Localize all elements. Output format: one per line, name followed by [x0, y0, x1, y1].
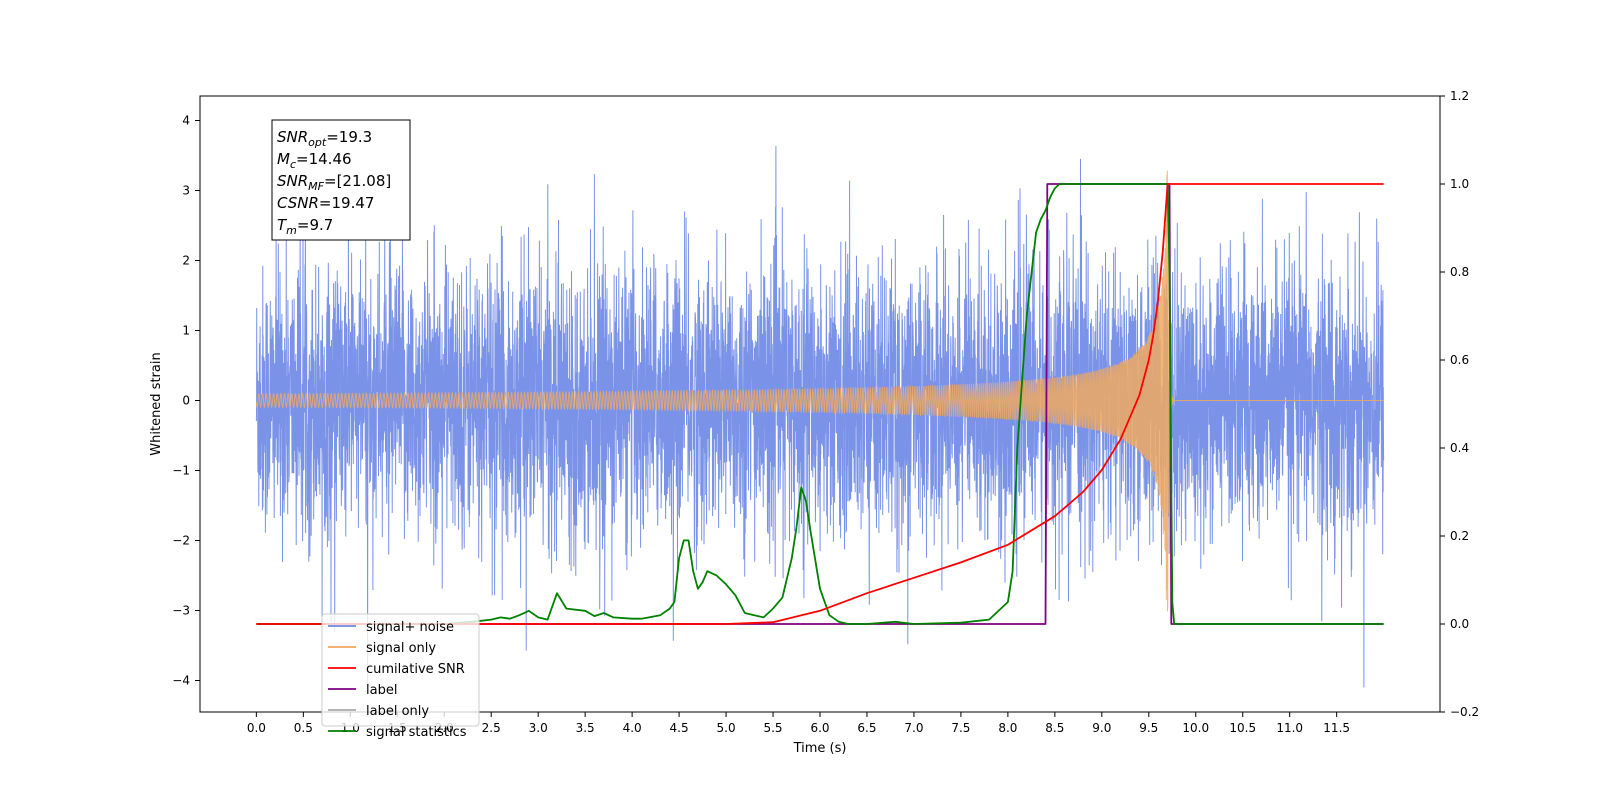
series-signal-only — [255, 170, 1384, 612]
y2-tick-label: 0.2 — [1450, 529, 1469, 543]
x-tick-label: 11.0 — [1276, 721, 1303, 735]
x-tick-label: 11.5 — [1323, 721, 1350, 735]
annotation-value: =14.46 — [296, 150, 352, 168]
x-tick-label: 5.0 — [717, 721, 736, 735]
annotation-subscript: m — [286, 224, 297, 237]
legend-frame — [321, 613, 480, 727]
annotation-value: =9.7 — [297, 216, 333, 234]
y-tick-label: −1 — [172, 464, 190, 478]
y-axis-label: Whitened strain — [149, 352, 164, 455]
stats-annotation-box: SNRopt=19.3Mc=14.46SNRMF=[21.08]CSNR=19.… — [271, 119, 411, 241]
annotation-subscript: MF — [308, 180, 324, 193]
x-tick-label: 4.0 — [623, 721, 642, 735]
annotation-line: SNRMF=[21.08] — [277, 172, 391, 193]
y2-tick-label: 0.8 — [1450, 265, 1469, 279]
x-tick-label: 0.0 — [247, 721, 266, 735]
annotation-symbol: SNR — [277, 172, 308, 190]
x-tick-label: 8.0 — [998, 721, 1017, 735]
annotation-value: =[21.08] — [324, 172, 391, 190]
x-tick-label: 0.5 — [294, 721, 313, 735]
x-tick-label: 10.5 — [1229, 721, 1256, 735]
x-tick-label: 3.0 — [529, 721, 548, 735]
legend-entry: cumilative SNR — [366, 662, 465, 677]
y-tick-label: −2 — [172, 534, 190, 548]
annotation-symbol: M — [277, 150, 290, 168]
legend-entry: label — [366, 683, 397, 698]
y2-tick-label: 1.2 — [1450, 89, 1469, 103]
x-tick-label: 8.5 — [1045, 721, 1064, 735]
y-tick-label: −3 — [172, 604, 190, 618]
annotation-value: =19.3 — [326, 128, 372, 146]
legend: signal+ noise signal only cumilative SNR la… — [321, 613, 480, 740]
annotation-line: SNRopt=19.3 — [277, 128, 372, 149]
y-tick-label: 4 — [182, 114, 190, 128]
annotation-symbol: T — [277, 216, 288, 234]
y-tick-label: 0 — [182, 394, 190, 408]
y2-tick-label: 0.4 — [1450, 441, 1469, 455]
x-tick-label: 10.0 — [1182, 721, 1209, 735]
y-axis-right: 1.2 1.0 0.8 0.6 0.4 0.2 0.0 −0.2 — [1440, 89, 1479, 719]
y-tick-label: 3 — [182, 184, 190, 198]
series-layer — [255, 146, 1385, 688]
legend-entry: signal only — [366, 641, 436, 656]
annotation-symbol: SNR — [277, 128, 308, 146]
x-tick-label: 9.5 — [1139, 721, 1158, 735]
series-cumulative-snr — [256, 183, 1384, 625]
x-tick-label: 6.0 — [810, 721, 829, 735]
x-axis-label: Time (s) — [793, 741, 847, 756]
x-tick-label: 5.5 — [763, 721, 782, 735]
x-axis: 0.0 0.5 1.0 1.5 2.0 2.5 3.0 3.5 4.0 4.5 5.0 5.5 6.0 6… — [247, 712, 1350, 735]
x-tick-label: 3.5 — [576, 721, 595, 735]
annotation-symbol: CSNR — [277, 194, 319, 212]
annotation-line: Tm=9.7 — [277, 216, 333, 237]
x-tick-label: 7.5 — [951, 721, 970, 735]
annotation-frame — [271, 119, 411, 241]
x-tick-label: 6.5 — [857, 721, 876, 735]
x-tick-label: 2.5 — [482, 721, 501, 735]
legend-entry: label only — [366, 704, 429, 719]
x-tick-label: 4.5 — [670, 721, 689, 735]
y-tick-label: 2 — [182, 254, 190, 268]
y-tick-label: −4 — [172, 674, 190, 688]
annotation-subscript: c — [290, 158, 296, 171]
annotation-line: CSNR=19.47 — [277, 194, 374, 212]
y2-tick-label: 1.0 — [1450, 177, 1469, 191]
annotation-line: Mc=14.46 — [277, 150, 352, 171]
annotation-subscript: opt — [308, 136, 327, 149]
legend-entry: signal+ noise — [366, 620, 454, 635]
y-axis-left: 4 3 2 1 0 −1 −2 −3 −4 — [172, 114, 200, 688]
y2-tick-label: 0.0 — [1450, 617, 1469, 631]
y-tick-label: 1 — [182, 324, 190, 338]
y2-tick-label: −0.2 — [1450, 705, 1479, 719]
x-tick-label: 9.0 — [1092, 721, 1111, 735]
legend-entry: signal statistics — [366, 725, 467, 740]
y2-tick-label: 0.6 — [1450, 353, 1469, 367]
series-signal-statistics — [256, 183, 1384, 625]
x-tick-label: 7.0 — [904, 721, 923, 735]
annotation-value: =19.47 — [319, 194, 375, 212]
